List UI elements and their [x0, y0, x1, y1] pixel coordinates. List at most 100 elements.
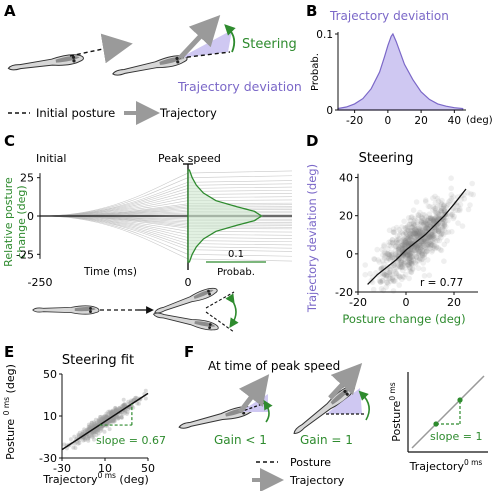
chart-d-point: [451, 213, 458, 220]
chart-d-point: [441, 207, 448, 214]
chart-d-point: [403, 259, 410, 266]
chart-d-point: [398, 260, 405, 266]
chart-d-point: [399, 252, 406, 258]
chart-d-point: [411, 226, 418, 232]
chart-d-point: [384, 273, 391, 279]
chart-e-point: [84, 428, 89, 432]
c-xtick-right: 0: [185, 276, 192, 289]
chart-d-point: [407, 231, 413, 237]
chart-e-point: [136, 401, 141, 406]
chart-e-point: [86, 427, 91, 431]
chart-d-point: [404, 251, 411, 258]
chart-d-point: [392, 251, 399, 257]
chart-e-point: [113, 406, 118, 411]
chart-d-point: [435, 220, 442, 227]
chart-d-point: [406, 259, 412, 266]
panel-c: C Initial Peak speed Relative posture ch…: [2, 132, 293, 333]
chart-e-point: [114, 408, 119, 413]
chart-e-point: [89, 432, 94, 437]
chart-d-point: [469, 180, 476, 187]
chart-d-point: [412, 249, 419, 255]
chart-e-point: [95, 420, 100, 425]
chart-d-point: [448, 195, 455, 202]
chart-d-point: [467, 202, 473, 208]
c-fish-peak-up: [152, 285, 219, 317]
chart-d-point: [422, 219, 428, 225]
chart-e-point: [83, 436, 87, 441]
chart-d-point: [362, 271, 369, 278]
chart-d-point: [433, 214, 439, 221]
chart-e-point: [76, 433, 81, 438]
chart-d-point: [453, 199, 460, 206]
chart-e-point: [105, 421, 109, 426]
chart-d-point: [400, 253, 407, 260]
chart-d-point: [399, 264, 406, 271]
chart-d-point: [401, 235, 408, 241]
chart-e-point: [114, 407, 119, 412]
chart-d-point: [410, 256, 417, 263]
f-traj-lt1: [238, 374, 270, 414]
chart-d-point: [404, 261, 411, 268]
chart-e-point: [111, 416, 116, 421]
chart-d-point: [406, 251, 413, 258]
chart-d-point: [412, 231, 419, 237]
panel-f: F At time of peak speed Gain < 1 Gain = …: [177, 343, 488, 491]
chart-e-point: [116, 416, 121, 421]
c-scale-label: Probab.: [217, 267, 255, 278]
chart-d-point: [428, 242, 435, 248]
chart-e-point: [111, 408, 116, 413]
chart-d-point: [429, 215, 435, 222]
chart-d-point: [438, 209, 445, 216]
chart-e-point: [80, 429, 85, 434]
c-ylabel-2: change (deg): [15, 185, 28, 258]
chart-e-point: [116, 415, 121, 420]
chart-d-point: [406, 233, 412, 240]
chart-d-point: [411, 247, 418, 254]
chart-d-ytick-label: 40: [339, 172, 353, 185]
chart-d-point: [404, 236, 411, 243]
chart-d-point: [431, 232, 437, 239]
chart-d-annotation: r = 0.77: [420, 277, 463, 289]
chart-d-point: [416, 228, 422, 235]
chart-d-point: [439, 227, 445, 233]
chart-d-point: [406, 264, 413, 271]
chart-d-point: [405, 262, 412, 268]
chart-d-point: [422, 225, 429, 232]
chart-d-point: [387, 254, 394, 260]
chart-d-point: [380, 273, 387, 279]
chart-d-point: [431, 243, 438, 249]
chart-e-point: [109, 419, 114, 424]
chart-d-point: [386, 239, 392, 245]
chart-d-point: [377, 278, 384, 285]
chart-d-point: [401, 274, 407, 281]
chart-d-point: [400, 242, 406, 249]
chart-d-point: [417, 229, 423, 235]
chart-d-point: [382, 272, 388, 278]
chart-e-point: [92, 437, 96, 442]
chart-d-point: [434, 195, 441, 202]
chart-d-point: [389, 236, 396, 243]
chart-d-point: [455, 203, 461, 209]
chart-d-point: [421, 238, 427, 245]
chart-d-point: [430, 204, 437, 210]
chart-e-annotation: slope = 0.67: [96, 434, 166, 447]
c-initial-label: Initial: [36, 152, 66, 165]
legend-posture-a: Initial posture: [36, 106, 115, 120]
chart-d-point: [423, 248, 430, 255]
chart-d-point: [402, 238, 409, 245]
chart-d-point: [404, 224, 410, 231]
chart-d-point: [425, 243, 431, 250]
chart-e-point: [111, 418, 116, 423]
chart-d-point: [396, 255, 402, 262]
chart-d-point: [425, 241, 431, 248]
chart-d-point: [458, 196, 464, 203]
chart-d-point: [437, 232, 444, 238]
chart-d-point: [422, 224, 429, 231]
chart-d-point: [383, 273, 390, 279]
chart-d-point: [427, 233, 434, 240]
chart-d-point: [374, 246, 381, 253]
chart-d-point: [433, 227, 440, 234]
chart-e-point: [98, 428, 103, 433]
chart-d-point: [417, 234, 424, 240]
chart-d-point: [398, 243, 404, 249]
